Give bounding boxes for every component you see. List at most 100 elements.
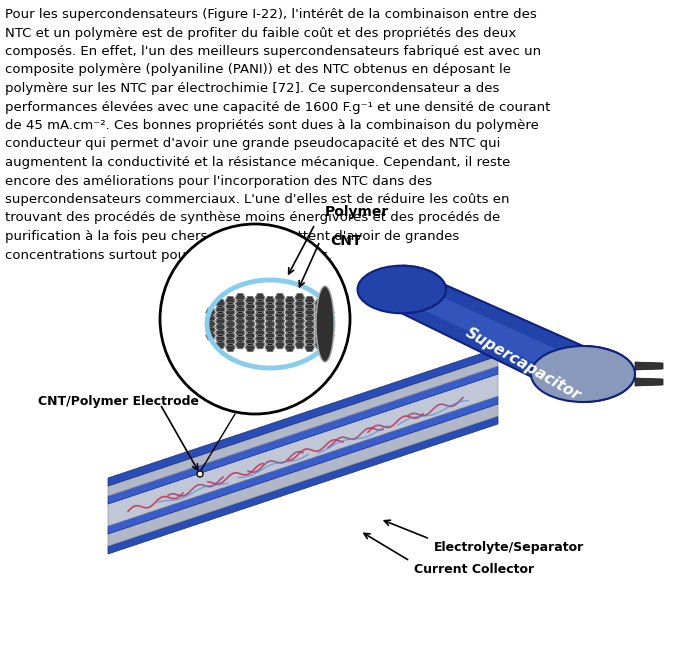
Polygon shape (236, 329, 245, 337)
Polygon shape (402, 265, 634, 402)
Text: de 45 mA.cm⁻². Ces bonnes propriétés sont dues à la combinaison du polymère: de 45 mA.cm⁻². Ces bonnes propriétés son… (5, 119, 539, 132)
Polygon shape (315, 323, 324, 331)
Polygon shape (265, 326, 275, 334)
Polygon shape (295, 329, 304, 337)
Polygon shape (275, 329, 284, 337)
Polygon shape (315, 341, 324, 349)
Polygon shape (216, 329, 225, 337)
Polygon shape (256, 306, 265, 313)
Polygon shape (286, 332, 294, 339)
Polygon shape (246, 297, 254, 304)
Polygon shape (216, 306, 225, 313)
Polygon shape (275, 312, 284, 319)
Polygon shape (315, 317, 324, 325)
Ellipse shape (316, 286, 334, 362)
Text: Supercapacitor: Supercapacitor (463, 325, 583, 403)
Polygon shape (265, 308, 275, 316)
Polygon shape (108, 374, 498, 526)
Polygon shape (265, 302, 275, 310)
Polygon shape (108, 416, 498, 554)
Polygon shape (315, 306, 324, 313)
Polygon shape (226, 314, 235, 322)
Polygon shape (226, 308, 235, 316)
Polygon shape (286, 297, 294, 304)
Polygon shape (246, 320, 254, 328)
Polygon shape (424, 298, 632, 398)
Polygon shape (315, 335, 324, 343)
Polygon shape (246, 332, 254, 339)
Polygon shape (236, 335, 245, 343)
Polygon shape (265, 332, 275, 339)
Polygon shape (286, 320, 294, 328)
Polygon shape (265, 343, 275, 351)
Text: purification à la fois peu chers et qui permettent d'avoir de grandes: purification à la fois peu chers et qui … (5, 230, 459, 243)
Polygon shape (295, 312, 304, 319)
Polygon shape (286, 308, 294, 316)
Polygon shape (305, 297, 314, 304)
Polygon shape (315, 300, 324, 308)
Ellipse shape (358, 265, 446, 313)
Polygon shape (305, 308, 314, 316)
Polygon shape (108, 366, 498, 504)
Polygon shape (265, 320, 275, 328)
Polygon shape (275, 306, 284, 313)
Polygon shape (305, 314, 314, 322)
Polygon shape (286, 314, 294, 322)
Text: performances élevées avec une capacité de 1600 F.g⁻¹ et une densité de courant: performances élevées avec une capacité d… (5, 101, 550, 114)
Text: CNT/Polymer Electrode: CNT/Polymer Electrode (38, 395, 199, 408)
Text: composite polymère (polyaniline (PANI)) et des NTC obtenus en déposant le: composite polymère (polyaniline (PANI)) … (5, 64, 511, 77)
Polygon shape (206, 308, 215, 316)
Polygon shape (286, 302, 294, 310)
Polygon shape (305, 332, 314, 339)
Polygon shape (206, 332, 215, 339)
Polygon shape (246, 308, 254, 316)
Text: polymère sur les NTC par électrochimie [72]. Ce supercondensateur a des: polymère sur les NTC par électrochimie [… (5, 82, 500, 95)
Text: augmentent la conductivité et la résistance mécanique. Cependant, il reste: augmentent la conductivité et la résista… (5, 156, 510, 169)
Polygon shape (236, 300, 245, 308)
Text: trouvant des procédés de synthèse moins énergivores et des procédés de: trouvant des procédés de synthèse moins … (5, 212, 500, 225)
Circle shape (160, 224, 350, 414)
Polygon shape (295, 317, 304, 325)
Polygon shape (236, 294, 245, 302)
Polygon shape (256, 300, 265, 308)
Polygon shape (256, 335, 265, 343)
Text: Pour les supercondensateurs (Figure I-22), l'intérêt de la combinaison entre des: Pour les supercondensateurs (Figure I-22… (5, 8, 537, 21)
Circle shape (197, 471, 203, 477)
Polygon shape (246, 302, 254, 310)
Polygon shape (295, 306, 304, 313)
Polygon shape (256, 317, 265, 325)
Polygon shape (275, 335, 284, 343)
Polygon shape (275, 317, 284, 325)
Polygon shape (256, 294, 265, 302)
Text: encore des améliorations pour l'incorporation des NTC dans des: encore des améliorations pour l'incorpor… (5, 175, 432, 188)
Polygon shape (295, 323, 304, 331)
Polygon shape (206, 314, 215, 322)
Polygon shape (256, 312, 265, 319)
Polygon shape (295, 341, 304, 349)
Text: NTC et un polymère est de profiter du faible coût et des propriétés des deux: NTC et un polymère est de profiter du fa… (5, 27, 516, 40)
Polygon shape (325, 308, 334, 316)
Polygon shape (256, 341, 265, 349)
Polygon shape (216, 312, 225, 319)
Polygon shape (226, 326, 235, 334)
Polygon shape (265, 337, 275, 345)
Polygon shape (246, 326, 254, 334)
Polygon shape (286, 326, 294, 334)
Text: supercondensateurs commerciaux. L'une d'elles est de réduire les coûts en: supercondensateurs commerciaux. L'une d'… (5, 193, 510, 206)
Polygon shape (286, 337, 294, 345)
Polygon shape (226, 320, 235, 328)
Polygon shape (226, 302, 235, 310)
Polygon shape (108, 356, 498, 496)
Polygon shape (216, 317, 225, 325)
Ellipse shape (531, 346, 635, 402)
Text: Electrolyte/Separator: Electrolyte/Separator (434, 541, 585, 554)
Polygon shape (305, 302, 314, 310)
Polygon shape (226, 343, 235, 351)
Polygon shape (315, 312, 324, 319)
Text: Polymer: Polymer (325, 205, 389, 219)
Polygon shape (226, 337, 235, 345)
Polygon shape (305, 337, 314, 345)
Polygon shape (295, 300, 304, 308)
Polygon shape (295, 335, 304, 343)
Polygon shape (635, 378, 663, 386)
